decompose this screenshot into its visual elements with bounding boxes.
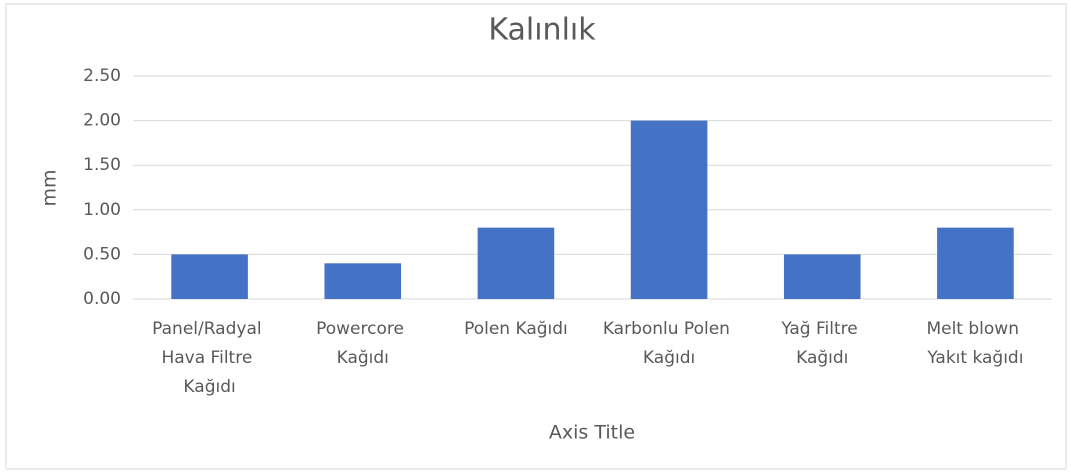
bar: [630, 120, 708, 299]
bar: [324, 263, 402, 299]
y-tick-label: 0.00: [83, 289, 121, 309]
x-tick-label: Panel/Radyal Hava Filtre Kağıdı: [152, 319, 267, 397]
y-tick-label: 1.00: [83, 200, 121, 220]
y-tick-label: 2.00: [83, 111, 121, 131]
chart-title: Kalınlık: [488, 13, 596, 48]
bar: [937, 227, 1014, 299]
bar: [171, 254, 248, 299]
x-tick-label: Karbonlu Polen Kağıdı: [603, 319, 736, 368]
x-tick-label: Powercore Kağıdı: [316, 319, 409, 368]
y-tick-label: 1.50: [83, 155, 121, 175]
x-axis-title: Axis Title: [549, 422, 635, 444]
x-tick-label: Yağ Filtre Kağıdı: [780, 319, 863, 368]
bar: [477, 227, 555, 299]
x-tick-label: Polen Kağıdı: [464, 319, 568, 339]
bar: [783, 254, 861, 299]
y-tick-label: 0.50: [83, 244, 121, 264]
x-tick-label: Melt blown Yakıt kağıdı: [926, 319, 1024, 368]
y-axis-title: mm: [39, 169, 61, 206]
y-tick-label: 2.50: [83, 66, 121, 86]
